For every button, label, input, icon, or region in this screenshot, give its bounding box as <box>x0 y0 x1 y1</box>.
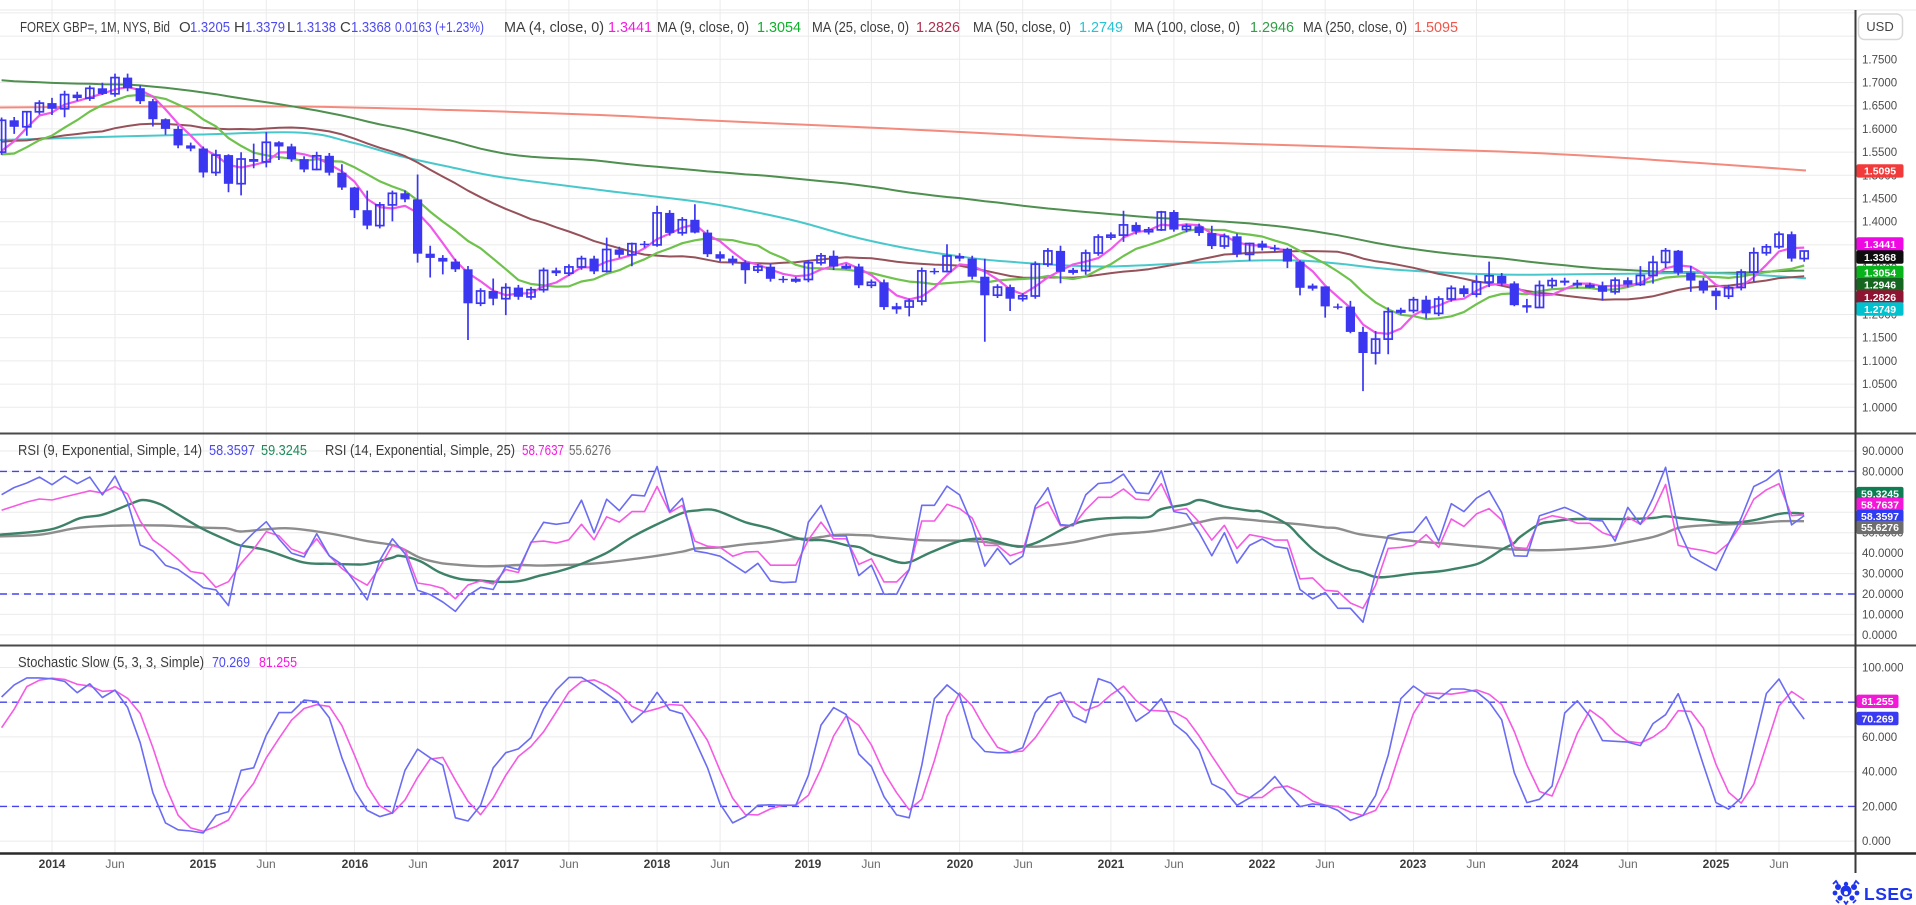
svg-text:2018: 2018 <box>644 857 671 871</box>
svg-text:1.2946: 1.2946 <box>1864 280 1896 292</box>
svg-text:81.255: 81.255 <box>259 654 297 671</box>
svg-text:MA (4, close, 0): MA (4, close, 0) <box>504 19 604 36</box>
svg-text:58.7637: 58.7637 <box>1861 499 1899 511</box>
svg-text:FOREX GBP=, 1M, NYS, Bid: FOREX GBP=, 1M, NYS, Bid <box>20 19 170 36</box>
svg-text:Jun: Jun <box>861 857 880 871</box>
svg-text:1.0000: 1.0000 <box>1862 402 1897 414</box>
svg-text:Jun: Jun <box>1466 857 1485 871</box>
svg-text:2021: 2021 <box>1098 857 1125 871</box>
svg-text:1.3054: 1.3054 <box>757 19 801 36</box>
svg-text:2014: 2014 <box>39 857 66 871</box>
svg-text:1.3205: 1.3205 <box>190 19 230 36</box>
svg-text:1.1000: 1.1000 <box>1862 356 1897 368</box>
svg-text:2022: 2022 <box>1249 857 1276 871</box>
svg-text:1.2826: 1.2826 <box>1864 292 1896 304</box>
svg-text:55.6276: 55.6276 <box>569 442 611 459</box>
svg-text:2020: 2020 <box>947 857 974 871</box>
svg-text:55.6276: 55.6276 <box>1861 522 1899 534</box>
svg-text:10.0000: 10.0000 <box>1862 609 1904 621</box>
svg-text:1.7500: 1.7500 <box>1862 54 1897 66</box>
svg-text:C: C <box>340 19 351 36</box>
svg-text:1.2749: 1.2749 <box>1864 304 1896 316</box>
svg-text:Jun: Jun <box>105 857 124 871</box>
svg-text:0.0163 (+1.23%): 0.0163 (+1.23%) <box>395 19 484 36</box>
svg-text:2019: 2019 <box>795 857 822 871</box>
svg-text:59.3245: 59.3245 <box>1861 488 1899 500</box>
svg-text:Jun: Jun <box>1618 857 1637 871</box>
svg-text:MA (50, close, 0): MA (50, close, 0) <box>973 19 1071 36</box>
svg-text:59.3245: 59.3245 <box>261 442 307 459</box>
svg-text:USD: USD <box>1866 19 1893 34</box>
svg-text:100.000: 100.000 <box>1862 663 1904 675</box>
svg-text:Jun: Jun <box>1769 857 1788 871</box>
svg-text:1.1500: 1.1500 <box>1862 333 1897 345</box>
svg-text:1.0500: 1.0500 <box>1862 379 1897 391</box>
svg-text:1.4000: 1.4000 <box>1862 217 1897 229</box>
svg-text:30.0000: 30.0000 <box>1862 569 1904 581</box>
svg-text:RSI (14, Exponential, Simple,: RSI (14, Exponential, Simple, 25) <box>325 442 515 459</box>
svg-text:58.3597: 58.3597 <box>1861 511 1899 523</box>
svg-text:70.269: 70.269 <box>212 654 250 671</box>
svg-text:2023: 2023 <box>1400 857 1427 871</box>
svg-text:Stochastic Slow (5, 3, 3, Simp: Stochastic Slow (5, 3, 3, Simple) <box>18 654 204 671</box>
svg-text:Jun: Jun <box>1013 857 1032 871</box>
svg-text:1.4500: 1.4500 <box>1862 194 1897 206</box>
svg-text:2015: 2015 <box>190 857 217 871</box>
svg-text:70.269: 70.269 <box>1861 713 1893 725</box>
svg-text:0.000: 0.000 <box>1862 836 1891 848</box>
svg-text:2016: 2016 <box>342 857 369 871</box>
svg-text:2025: 2025 <box>1703 857 1730 871</box>
svg-text:MA (100, close, 0): MA (100, close, 0) <box>1134 19 1240 36</box>
svg-text:1.2946: 1.2946 <box>1250 19 1294 36</box>
svg-text:40.0000: 40.0000 <box>1862 548 1904 560</box>
svg-text:1.2749: 1.2749 <box>1079 19 1123 36</box>
svg-text:Jun: Jun <box>1164 857 1183 871</box>
svg-text:20.0000: 20.0000 <box>1862 589 1904 601</box>
svg-text:1.3368: 1.3368 <box>351 19 391 36</box>
svg-text:1.3138: 1.3138 <box>296 19 336 36</box>
svg-text:RSI (9, Exponential, Simple, 1: RSI (9, Exponential, Simple, 14) <box>18 442 202 459</box>
svg-text:1.5095: 1.5095 <box>1864 166 1896 178</box>
svg-text:2024: 2024 <box>1552 857 1579 871</box>
svg-text:81.255: 81.255 <box>1861 696 1893 708</box>
svg-text:H: H <box>234 19 245 36</box>
svg-text:Jun: Jun <box>710 857 729 871</box>
svg-text:1.3379: 1.3379 <box>245 19 285 36</box>
svg-text:1.5095: 1.5095 <box>1414 19 1458 36</box>
svg-text:1.2826: 1.2826 <box>916 19 960 36</box>
svg-text:MA (9, close, 0): MA (9, close, 0) <box>657 19 749 36</box>
svg-text:Jun: Jun <box>559 857 578 871</box>
svg-text:1.3368: 1.3368 <box>1864 252 1896 264</box>
svg-text:1.5500: 1.5500 <box>1862 147 1897 159</box>
svg-text:1.6000: 1.6000 <box>1862 124 1897 136</box>
svg-text:1.7000: 1.7000 <box>1862 78 1897 90</box>
svg-text:40.000: 40.000 <box>1862 767 1897 779</box>
svg-text:1.3441: 1.3441 <box>1864 239 1896 251</box>
svg-text:Jun: Jun <box>1315 857 1334 871</box>
svg-text:20.000: 20.000 <box>1862 801 1897 813</box>
svg-text:60.000: 60.000 <box>1862 732 1897 744</box>
svg-text:O: O <box>179 19 191 36</box>
svg-text:Jun: Jun <box>256 857 275 871</box>
svg-text:L: L <box>287 19 295 36</box>
svg-text:58.7637: 58.7637 <box>522 442 564 459</box>
svg-text:1.3441: 1.3441 <box>608 19 652 36</box>
svg-text:2017: 2017 <box>493 857 520 871</box>
svg-text:58.3597: 58.3597 <box>209 442 255 459</box>
svg-text:90.0000: 90.0000 <box>1862 446 1904 458</box>
svg-text:LSEG: LSEG <box>1864 884 1914 904</box>
svg-text:1.3054: 1.3054 <box>1864 267 1896 279</box>
svg-text:1.6500: 1.6500 <box>1862 101 1897 113</box>
svg-text:MA (250, close, 0): MA (250, close, 0) <box>1303 19 1407 36</box>
svg-text:80.0000: 80.0000 <box>1862 466 1904 478</box>
svg-text:Jun: Jun <box>408 857 427 871</box>
svg-text:MA (25, close, 0): MA (25, close, 0) <box>812 19 909 36</box>
svg-text:0.0000: 0.0000 <box>1862 630 1897 642</box>
